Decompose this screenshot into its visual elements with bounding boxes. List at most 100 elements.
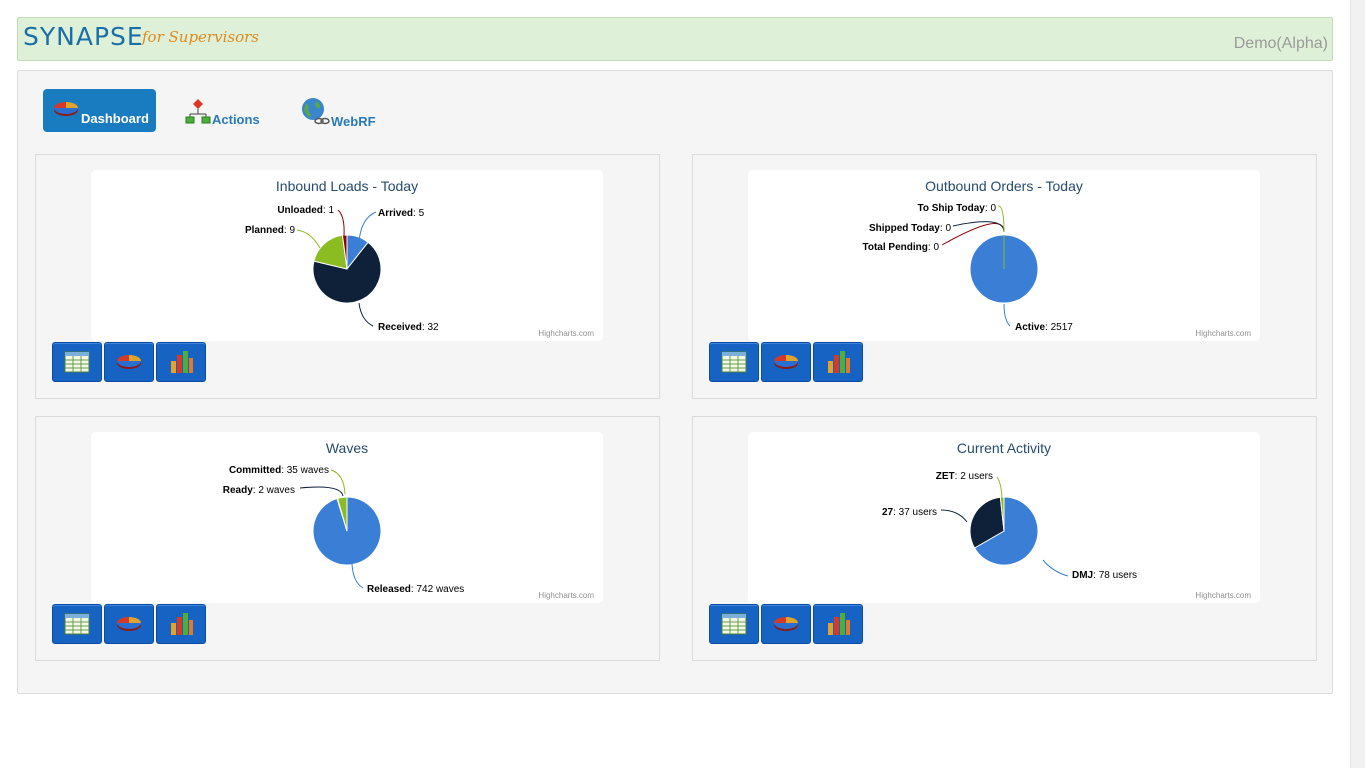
highcharts-credit[interactable]: Highcharts.com [538,591,594,600]
data-label: Unloaded: 1 [277,205,334,216]
bar-view-button[interactable] [813,342,863,382]
slice-name: Active [1015,322,1045,333]
environment-label: Demo(Alpha) [1233,35,1328,52]
inbound-loads-panel: Inbound Loads - Today Arrived: 5 Receive… [35,154,660,399]
app-header: SYNAPSE for Supervisors Demo(Alpha) [17,17,1333,61]
nav-dashboard-label: Dashboard [81,111,149,126]
app-logo[interactable]: SYNAPSE [23,22,144,51]
data-label: Ready: 2 waves [223,485,295,496]
waves-chart: Waves Released: 742 waves Ready: 2 waves… [91,432,603,603]
data-label: DMJ: 78 users [1072,570,1137,581]
data-label: Shipped Today: 0 [869,223,952,234]
slice-name: Arrived [378,208,413,219]
data-label: Total Pending: 0 [863,242,940,253]
pie-chart-icon [117,617,141,631]
slice-value: 2517 [1051,322,1074,333]
pie-slice-dmj[interactable] [973,496,1039,566]
inbound-loads-chart: Inbound Loads - Today Arrived: 5 Receive… [91,170,603,341]
data-label: ZET: 2 users [936,471,993,482]
current-activity-pie: Current Activity DMJ: 78 users 27: 37 us… [882,440,1137,581]
pie-view-button[interactable] [761,342,811,382]
slice-value: 2 users [960,471,993,482]
outbound-orders-chart: Outbound Orders - Today Active: 2517 Tot… [748,170,1260,341]
slice-name: Planned [245,225,284,236]
slice-name: Committed [229,465,281,476]
bar-chart-icon [828,351,850,373]
data-label: Planned: 9 [245,225,295,236]
bar-chart-icon [828,613,850,635]
data-label: Active: 2517 [1015,322,1073,333]
data-label: To Ship Today: 0 [917,203,996,214]
inbound-loads-pie: Inbound Loads - Today Arrived: 5 Receive… [245,178,439,333]
data-label: Committed: 35 waves [229,465,329,476]
slice-name: To Ship Today [917,203,985,214]
bar-chart-icon [171,351,193,373]
slice-name: Received [378,322,422,333]
slice-value: 742 waves [416,584,464,595]
nav-webrf[interactable]: WebRF [300,97,380,133]
pie-slice-committed[interactable] [336,496,348,532]
chart-title: Waves [326,440,368,456]
table-view-button[interactable] [52,342,102,382]
pie-slice-unloaded[interactable] [341,234,348,270]
data-label: Arrived: 5 [378,208,425,219]
app-tagline: for Supervisors [142,28,259,46]
slice-name: 27 [882,507,894,518]
table-view-button[interactable] [52,604,102,644]
nav-actions[interactable]: Actions [183,95,263,131]
slice-name: Total Pending [863,242,928,253]
table-icon [64,613,90,635]
current-activity-chart: Current Activity DMJ: 78 users 27: 37 us… [748,432,1260,603]
pie-chart-icon [774,617,798,631]
highcharts-credit[interactable]: Highcharts.com [1195,591,1251,600]
vertical-scrollbar[interactable] [1350,0,1365,768]
pie-view-button[interactable] [761,604,811,644]
slice-value: 37 users [899,507,937,518]
slice-name: Shipped Today [869,223,940,234]
slice-name: Ready [223,485,253,496]
data-label: Received: 32 [378,322,439,333]
slice-value: 35 waves [287,465,329,476]
nav-actions-label: Actions [212,112,260,127]
nav-webrf-label: WebRF [331,114,376,129]
data-label: Released: 742 waves [367,584,464,595]
outbound-orders-pie: Outbound Orders - Today Active: 2517 Tot… [863,178,1083,333]
table-icon [721,613,747,635]
slice-value: 0 [933,242,939,253]
bar-view-button[interactable] [156,342,206,382]
pie-slice-27[interactable] [969,496,1005,549]
chart-title: Outbound Orders - Today [925,178,1083,194]
pie-chart-icon [117,355,141,369]
highcharts-credit[interactable]: Highcharts.com [1195,329,1251,338]
slice-value: 1 [328,205,334,216]
slice-name: Released [367,584,411,595]
table-view-button[interactable] [709,342,759,382]
slice-name: DMJ [1072,570,1093,581]
bar-view-button[interactable] [813,604,863,644]
slice-name: Unloaded [277,205,323,216]
slice-value: 78 users [1099,570,1137,581]
hierarchy-icon [184,97,212,128]
current-activity-panel: Current Activity DMJ: 78 users 27: 37 us… [692,416,1317,661]
table-view-button[interactable] [709,604,759,644]
slice-value: 5 [419,208,425,219]
pie-slice-planned[interactable] [313,234,348,270]
pie-view-button[interactable] [104,604,154,644]
data-label: 27: 37 users [882,507,937,518]
pie-slice-received[interactable] [312,241,382,304]
chart-title: Current Activity [957,440,1051,456]
pie-chart-icon [774,355,798,369]
nav-dashboard[interactable]: Dashboard [43,89,156,132]
slice-value: 0 [945,223,951,234]
pie-chart-icon [53,99,79,120]
waves-pie: Waves Released: 742 waves Ready: 2 waves… [223,440,465,595]
bar-view-button[interactable] [156,604,206,644]
highcharts-credit[interactable]: Highcharts.com [538,329,594,338]
slice-value: 2 waves [258,485,295,496]
chart-title: Inbound Loads - Today [276,178,418,194]
dashboard-container: Dashboard Actions WebR [17,70,1333,694]
pie-view-button[interactable] [104,342,154,382]
slice-value: 9 [289,225,295,236]
slice-name: ZET [936,471,955,482]
outbound-orders-panel: Outbound Orders - Today Active: 2517 Tot… [692,154,1317,399]
